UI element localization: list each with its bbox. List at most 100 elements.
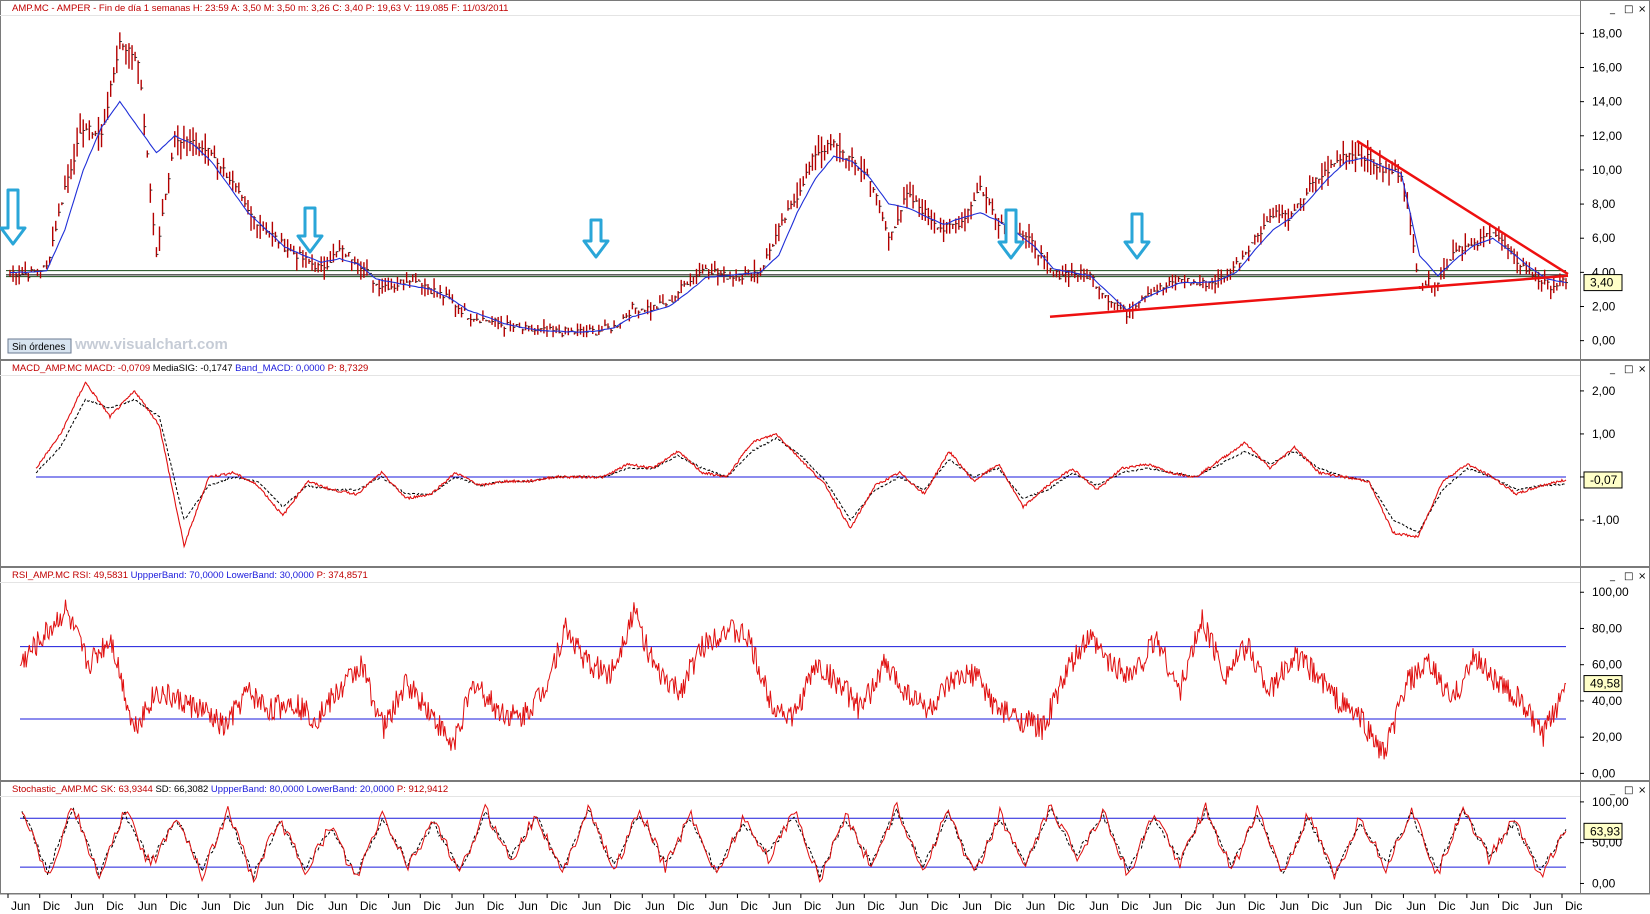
header-field: Band_MACD: 0,0000: [233, 363, 325, 374]
last-value-box: [1583, 274, 1623, 292]
header-field: LowerBand: 30,0000: [224, 570, 314, 581]
x-tick-label: Jun: [201, 899, 220, 913]
x-tick-label: Jun: [645, 899, 664, 913]
last-value-box: [1583, 822, 1623, 840]
minimize-icon[interactable]: _: [1609, 4, 1616, 15]
close-icon[interactable]: ×: [1638, 785, 1646, 796]
maximize-icon[interactable]: □: [1624, 364, 1633, 375]
close-icon[interactable]: ×: [1638, 364, 1646, 375]
header-field: F: 11/03/2011: [449, 3, 509, 14]
trendline-resistance: [1356, 139, 1569, 276]
header-field: MediaSIG: -0,1747: [150, 363, 232, 374]
arrow-down-icon: [1123, 212, 1151, 260]
x-tick-label: Jun: [772, 899, 791, 913]
x-tick-label: Jun: [518, 899, 537, 913]
y-tick-label-price: 6,00: [1592, 231, 1616, 245]
orders-button[interactable]: Sin órdenes: [7, 338, 72, 354]
y-tick-label-price: 8,00: [1592, 197, 1616, 211]
header-field: AMP.MC - AMPER - Fin de día 1 semanas: [12, 3, 191, 14]
maximize-icon[interactable]: □: [1624, 571, 1633, 582]
header-field: RSI: 49,5831: [70, 570, 128, 581]
x-tick-label: Dic: [296, 899, 313, 913]
panel-header-macd: MACD_AMP.MC MACD: -0,0709 MediaSIG: -0,1…: [12, 363, 368, 374]
x-tick-label: Dic: [550, 899, 567, 913]
x-tick-label: Jun: [582, 899, 601, 913]
x-tick-label: Jun: [1470, 899, 1489, 913]
last-value-label: 63,93: [1590, 824, 1620, 838]
x-tick-label: Dic: [1121, 899, 1138, 913]
x-tick-label: Dic: [931, 899, 948, 913]
x-tick-label: Jun: [392, 899, 411, 913]
y-tick-label-rsi: 80,00: [1592, 621, 1622, 635]
x-tick-label: Dic: [994, 899, 1011, 913]
minimize-icon[interactable]: _: [1609, 571, 1616, 582]
y-tick-label-price: 10,00: [1592, 163, 1622, 177]
y-tick-label-price: 18,00: [1592, 26, 1622, 40]
minimize-icon[interactable]: _: [1609, 785, 1616, 796]
x-tick-label: Dic: [1375, 899, 1392, 913]
x-tick-label: Dic: [1311, 899, 1328, 913]
last-value-stoch: 63,93: [1583, 822, 1623, 840]
close-icon[interactable]: ×: [1638, 4, 1646, 15]
x-tick-label: Dic: [804, 899, 821, 913]
header-field: SD: 66,3082: [153, 784, 208, 795]
header-field: MACD_AMP.MC: [12, 363, 82, 374]
stoch-sd-line: [21, 805, 1567, 881]
header-field: Stochastic_AMP.MC: [12, 784, 98, 795]
moving-average-line: [9, 100, 1567, 333]
x-tick-label: Dic: [1438, 899, 1455, 913]
x-tick-label: Jun: [328, 899, 347, 913]
last-value-label: -0,07: [1590, 473, 1618, 487]
x-tick-label: Dic: [423, 899, 440, 913]
arrow-down-icon: [582, 218, 610, 259]
macd-line: [35, 381, 1567, 549]
last-value-rsi: 49,58: [1583, 675, 1623, 693]
x-tick-label: Dic: [1565, 899, 1582, 913]
header-field: M: 3,50: [261, 3, 295, 14]
arrow-down-icon: [296, 206, 324, 254]
panel-header-price: AMP.MC - AMPER - Fin de día 1 semanas H:…: [12, 3, 508, 14]
trendline-support: [1049, 274, 1569, 318]
rsi-line: [19, 599, 1567, 760]
header-field: A: 3,50: [229, 3, 261, 14]
header-field: P: 19,63: [363, 3, 401, 14]
header-field: m: 3,26: [295, 3, 329, 14]
header-field: H: 23:59: [190, 3, 229, 14]
x-tick-label: Dic: [614, 899, 631, 913]
close-icon[interactable]: ×: [1638, 571, 1646, 582]
orders-button-label: Sin órdenes: [12, 342, 65, 353]
x-tick-label: Jun: [962, 899, 981, 913]
x-tick-label: Jun: [1533, 899, 1552, 913]
x-tick-label: Jun: [74, 899, 93, 913]
minimize-icon[interactable]: _: [1609, 364, 1616, 375]
y-tick-label-stoch: 0,00: [1592, 876, 1616, 890]
y-tick-label-macd: -1,00: [1592, 513, 1620, 527]
x-tick-label: Dic: [360, 899, 377, 913]
y-tick-label-price: 16,00: [1592, 61, 1622, 75]
y-tick-label-price: 2,00: [1592, 299, 1616, 313]
x-tick-label: Dic: [487, 899, 504, 913]
x-tick-label: Jun: [709, 899, 728, 913]
x-tick-label: Dic: [43, 899, 60, 913]
header-field: RSI_AMP.MC: [12, 570, 70, 581]
last-value-label: 49,58: [1590, 677, 1620, 691]
x-tick-label: Dic: [1058, 899, 1075, 913]
x-tick-label: Dic: [1184, 899, 1201, 913]
last-value-box: [1583, 675, 1623, 693]
x-tick-label: Jun: [1153, 899, 1172, 913]
header-field: V: 119.085: [401, 3, 449, 14]
arrow-down-icon: [997, 208, 1025, 260]
x-tick-label: Dic: [233, 899, 250, 913]
x-tick-label: Dic: [677, 899, 694, 913]
y-tick-label-price: 14,00: [1592, 95, 1622, 109]
header-field: P: 8,7329: [325, 363, 368, 374]
panel-header-rsi: RSI_AMP.MC RSI: 49,5831 UppperBand: 70,0…: [12, 570, 368, 581]
header-field: UppperBand: 80,0000: [208, 784, 304, 795]
maximize-icon[interactable]: □: [1624, 785, 1633, 796]
maximize-icon[interactable]: □: [1624, 4, 1633, 15]
y-tick-label-rsi: 20,00: [1592, 730, 1622, 744]
header-field: LowerBand: 20,0000: [304, 784, 394, 795]
